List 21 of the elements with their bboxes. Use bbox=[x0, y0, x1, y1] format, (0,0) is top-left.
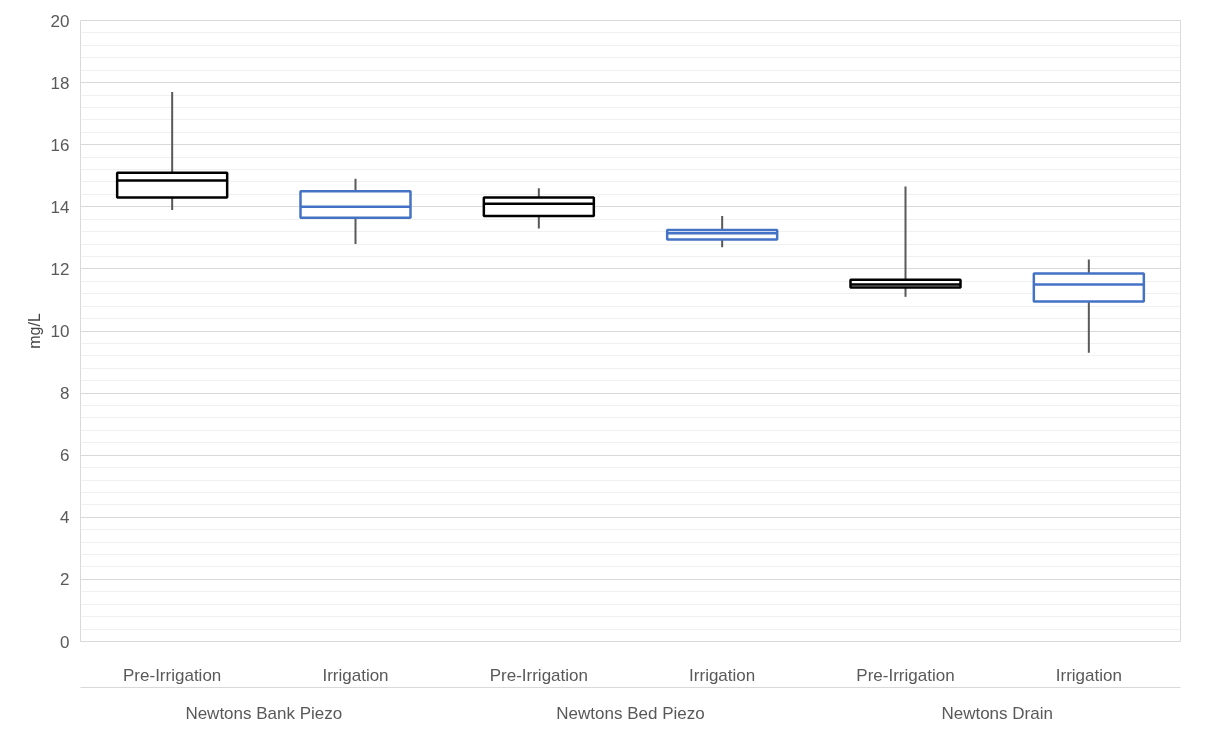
x-tick-label: Pre-Irrigation bbox=[489, 665, 588, 685]
text: Newtons Drain bbox=[941, 703, 1053, 723]
x-tick-label: Irrigation bbox=[689, 665, 756, 685]
y-tick-label: 0 bbox=[60, 632, 70, 652]
y-tick-label: 14 bbox=[50, 197, 70, 217]
x-tick-label: Pre-Irrigation bbox=[856, 665, 955, 685]
y-tick-label: 8 bbox=[60, 384, 70, 404]
y-tick-label: 12 bbox=[50, 259, 70, 279]
x-tick-label: Irrigation bbox=[1055, 665, 1122, 685]
y-tick-label: 4 bbox=[60, 508, 70, 528]
y-tick-label: 18 bbox=[50, 73, 70, 93]
y-tick-label: 2 bbox=[60, 570, 70, 590]
text: Newtons Bed Piezo bbox=[556, 703, 705, 723]
x-tick-label: Pre-Irrigation bbox=[123, 665, 222, 685]
y-tick-label: 10 bbox=[50, 322, 70, 341]
y-tick-label: 20 bbox=[50, 11, 70, 31]
y-tick-label: 16 bbox=[50, 135, 70, 155]
x-tick-label: Irrigation bbox=[322, 665, 389, 685]
y-axis-title: mg/L bbox=[25, 313, 43, 349]
y-tick-label: 6 bbox=[60, 446, 70, 466]
text: Newtons Bank Piezo bbox=[185, 703, 343, 723]
